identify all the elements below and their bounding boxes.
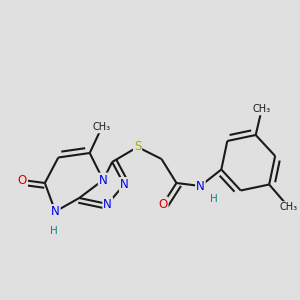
Text: H: H — [210, 194, 218, 205]
Text: CH₃: CH₃ — [280, 202, 298, 212]
Text: N: N — [51, 205, 60, 218]
Text: S: S — [134, 140, 141, 154]
Text: N: N — [120, 178, 128, 191]
Text: CH₃: CH₃ — [93, 122, 111, 133]
Text: N: N — [99, 173, 108, 187]
Text: N: N — [103, 197, 112, 211]
Text: CH₃: CH₃ — [253, 104, 271, 115]
Text: O: O — [18, 173, 27, 187]
Text: N: N — [196, 179, 205, 193]
Text: O: O — [158, 197, 168, 211]
Text: H: H — [50, 226, 58, 236]
